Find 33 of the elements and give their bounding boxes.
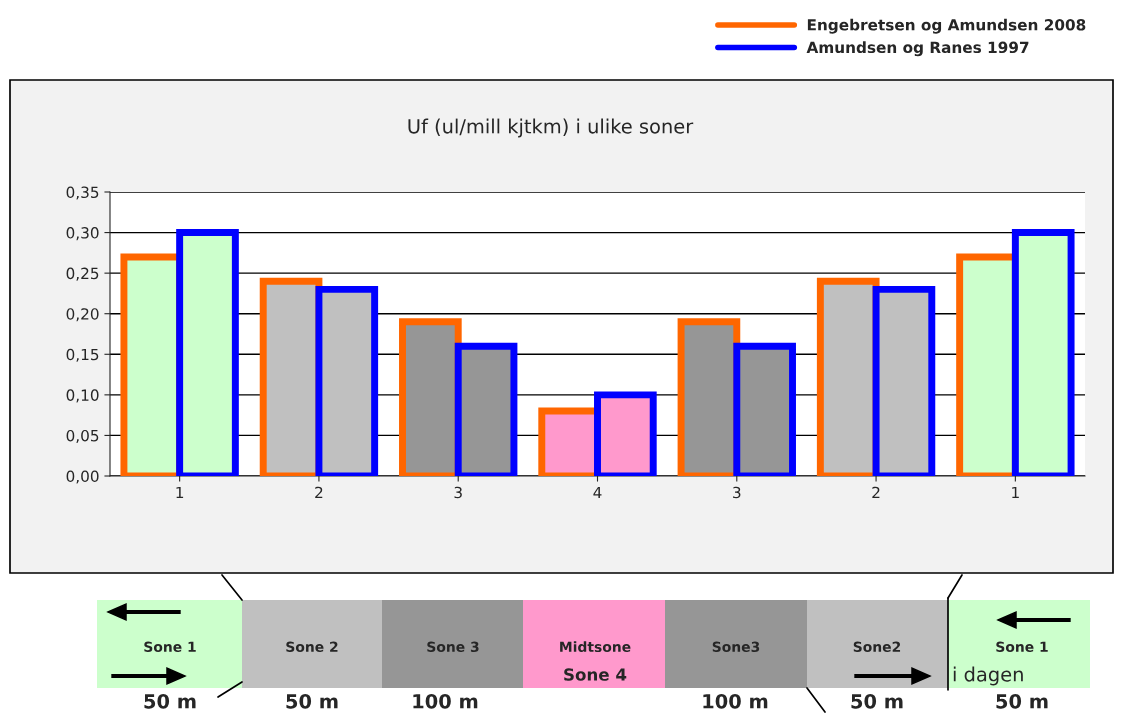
legend-label: Engebretsen og Amundsen 2008 bbox=[807, 18, 1086, 34]
text: Sone 3 bbox=[427, 641, 479, 653]
text: Sone 1 bbox=[996, 641, 1048, 653]
y-tick-label: 0,00 bbox=[66, 470, 99, 484]
x-tick-label: 4 bbox=[593, 486, 602, 499]
y-tick-label: 0,30 bbox=[66, 227, 99, 241]
text: Midtsone bbox=[560, 641, 631, 653]
y-tick-label: 0,25 bbox=[66, 267, 99, 281]
text: Sone 1 bbox=[144, 641, 196, 653]
text: 50 m bbox=[286, 693, 338, 709]
y-tick-label: 0,35 bbox=[66, 186, 99, 200]
y-tick-label: 0,20 bbox=[66, 308, 99, 322]
x-tick-label: 2 bbox=[872, 486, 880, 499]
y-tick-label: 0,15 bbox=[66, 348, 99, 362]
chart-title: Uf (ul/mill kjtkm) i ulike soner bbox=[408, 118, 694, 138]
x-tick-label: 1 bbox=[1012, 486, 1019, 499]
text: 100 m bbox=[413, 693, 478, 709]
y-tick-label: 0,10 bbox=[66, 389, 99, 403]
x-tick-label: 3 bbox=[454, 486, 462, 499]
text: Sone 4 bbox=[564, 668, 627, 681]
text: 100 m bbox=[703, 693, 768, 709]
y-tick-label: 0,05 bbox=[66, 429, 99, 444]
x-tick-label: 2 bbox=[315, 486, 323, 499]
text: 50 m bbox=[996, 693, 1048, 709]
text: Sone2 bbox=[853, 641, 901, 653]
x-tick-label: 1 bbox=[176, 486, 184, 499]
x-tick-label: 3 bbox=[733, 486, 741, 499]
text: i dagen bbox=[953, 666, 1023, 686]
legend-label: Amundsen og Ranes 1997 bbox=[806, 41, 1029, 57]
text: Sone 2 bbox=[286, 641, 338, 653]
text: 50 m bbox=[851, 693, 903, 709]
text: Sone3 bbox=[712, 641, 760, 653]
text: 50 m bbox=[144, 693, 196, 709]
